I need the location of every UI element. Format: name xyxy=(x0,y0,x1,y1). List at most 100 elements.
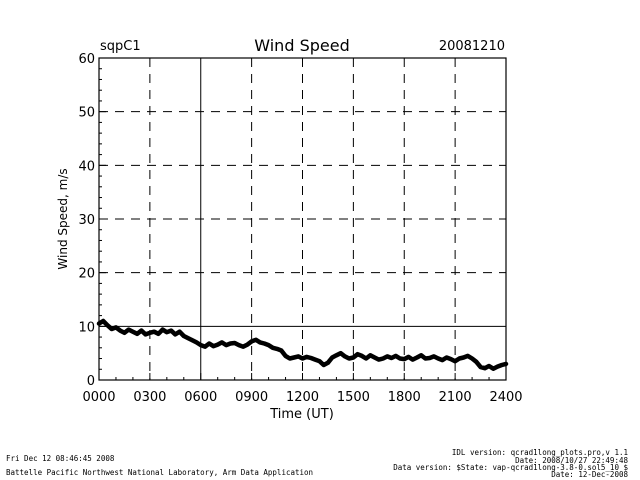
wind-speed-point xyxy=(483,366,487,370)
wind-speed-point xyxy=(237,343,241,347)
wind-speed-point xyxy=(330,355,334,360)
data-series xyxy=(96,318,509,371)
footer-data-date: Date: 12-Dec-2008 xyxy=(551,470,628,479)
wind-speed-point xyxy=(309,356,313,360)
wind-speed-point xyxy=(190,338,195,343)
wind-speed-point xyxy=(165,330,169,335)
y-tick-label: 50 xyxy=(78,106,95,121)
wind-speed-point xyxy=(228,341,233,346)
y-tick-label: 10 xyxy=(78,320,95,335)
wind-speed-point xyxy=(152,329,156,334)
wind-speed-point xyxy=(296,354,301,359)
wind-speed-point xyxy=(364,356,368,361)
wind-speed-point xyxy=(139,328,144,333)
footer-timestamp: Fri Dec 12 08:46:45 2008 xyxy=(6,454,115,463)
y-tick-label: 20 xyxy=(78,267,95,282)
wind-speed-point xyxy=(300,356,305,361)
axis-ticks xyxy=(98,57,507,381)
wind-speed-point xyxy=(436,356,440,361)
wind-speed-point xyxy=(287,356,292,361)
wind-speed-point xyxy=(487,364,491,368)
wind-speed-point xyxy=(393,354,398,358)
wind-speed-point xyxy=(249,339,254,344)
wind-speed-point xyxy=(304,355,309,359)
wind-speed-point xyxy=(114,325,118,330)
wind-speed-point xyxy=(381,356,385,361)
wind-speed-point xyxy=(423,356,428,361)
wind-speed-point xyxy=(338,351,343,355)
x-tick-label: 2100 xyxy=(439,390,472,405)
wind-speed-point xyxy=(317,359,322,364)
y-axis-label: Wind Speed, m/s xyxy=(56,168,70,269)
wind-speed-point xyxy=(292,355,296,360)
wind-speed-point xyxy=(177,329,182,334)
wind-speed-point xyxy=(389,356,394,360)
wind-speed-point xyxy=(321,363,326,367)
wind-speed-point xyxy=(351,355,356,360)
wind-speed-point xyxy=(355,352,360,357)
wind-speed-point xyxy=(254,337,258,342)
wind-speed-point xyxy=(122,330,127,335)
wind-speed-point xyxy=(440,358,445,362)
wind-speed-point xyxy=(474,359,479,364)
wind-speed-point xyxy=(198,343,203,347)
wind-speed-point xyxy=(432,354,436,359)
wind-speed-point xyxy=(495,364,500,369)
wind-speed-point xyxy=(131,329,135,334)
wind-speed-point xyxy=(245,342,250,347)
wind-speed-point xyxy=(224,343,228,347)
wind-speed-point xyxy=(211,344,216,348)
wind-speed-point xyxy=(360,354,364,358)
wind-speed-point xyxy=(207,341,212,346)
wind-speed-point xyxy=(398,356,402,361)
y-tick-label: 60 xyxy=(78,52,95,67)
wind-speed-point xyxy=(499,363,504,367)
wind-speed-point xyxy=(444,355,449,360)
date-label: 20081210 xyxy=(439,39,505,54)
wind-speed-point xyxy=(279,348,284,353)
wind-speed-point xyxy=(220,340,224,345)
wind-speed-point xyxy=(406,355,411,359)
y-tick-label: 40 xyxy=(78,159,95,174)
wind-speed-point xyxy=(334,353,339,358)
wind-speed-point xyxy=(478,365,483,369)
footer-org: Battelle Pacific Northwest National Labo… xyxy=(6,468,313,477)
wind-speed-point xyxy=(186,336,190,340)
wind-speed-point xyxy=(313,357,318,362)
x-tick-labels: 0000 0300 0600 0900 1200 1500 1800 2100 2400 xyxy=(82,390,522,405)
wind-speed-point xyxy=(258,340,262,345)
wind-speed-point xyxy=(427,356,432,360)
footer-idl-version: IDL version: qcrad1long_plots.pro,v 1.1 xyxy=(452,448,628,457)
x-tick-label: 0000 xyxy=(82,390,115,405)
wind-speed-point xyxy=(461,355,466,360)
wind-speed-point xyxy=(203,344,207,349)
wind-speed-point xyxy=(169,328,173,333)
wind-speed-point xyxy=(109,327,114,331)
site-label: sqpC1 xyxy=(100,39,141,54)
wind-speed-point xyxy=(402,357,407,361)
wind-speed-point xyxy=(241,344,245,349)
wind-speed-point xyxy=(118,328,122,333)
y-tick-labels: 0 10 20 30 40 50 60 xyxy=(78,52,95,389)
wind-speed-point xyxy=(143,332,148,337)
wind-speed-point xyxy=(368,353,373,358)
wind-speed-point xyxy=(283,354,288,358)
x-tick-label: 0600 xyxy=(184,390,217,405)
wind-speed-point xyxy=(194,340,199,345)
wind-speed-point xyxy=(449,357,453,361)
wind-speed-point xyxy=(415,355,419,360)
wind-speed-point xyxy=(148,330,152,335)
wind-speed-point xyxy=(275,347,279,351)
wind-speed-point xyxy=(457,356,462,361)
grid xyxy=(99,58,506,380)
wind-speed-point xyxy=(135,332,139,336)
wind-speed-point xyxy=(160,327,165,332)
wind-speed-point xyxy=(419,353,424,358)
wind-speed-point xyxy=(266,343,271,347)
x-tick-label: 1200 xyxy=(286,390,319,405)
wind-speed-point xyxy=(347,356,351,361)
wind-speed-point xyxy=(271,346,275,350)
wind-speed-point xyxy=(181,334,186,338)
x-tick-label: 1800 xyxy=(388,390,421,405)
